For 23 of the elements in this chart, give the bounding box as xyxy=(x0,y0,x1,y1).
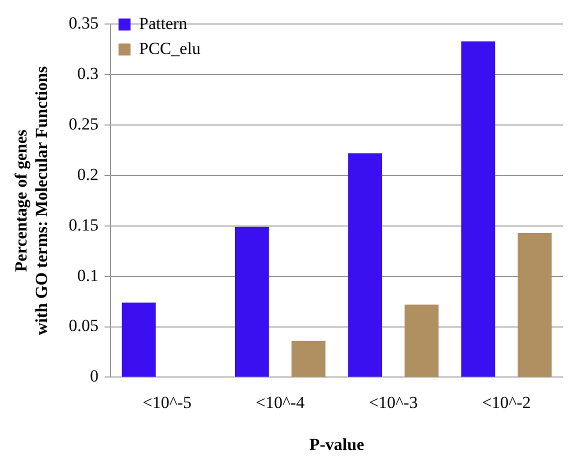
legend-label: Pattern xyxy=(139,14,188,33)
y-tick-label: 0 xyxy=(90,366,99,386)
y-tick-label: 0.35 xyxy=(68,14,99,33)
y-tick-label: 0.05 xyxy=(68,316,99,336)
bar xyxy=(404,304,439,377)
y-tick-label: 0.3 xyxy=(77,64,99,84)
x-tick-label: <10^-3 xyxy=(368,392,418,412)
legend-label: PCC_elu xyxy=(139,38,201,58)
bar xyxy=(348,153,382,377)
bar xyxy=(461,41,496,377)
y-tick-label: 0.1 xyxy=(77,266,99,285)
bar xyxy=(122,302,156,377)
x-tick-label: <10^-4 xyxy=(256,392,306,412)
x-axis-title: P-value xyxy=(309,435,365,454)
x-tick-label: <10^-5 xyxy=(142,392,192,412)
y-tick-label: 0.15 xyxy=(68,215,99,234)
bar xyxy=(518,232,552,377)
y-tick-label: 0.25 xyxy=(68,114,99,134)
y-axis-title: Percentage of genes with GO terms: Molecular Functions xyxy=(12,66,51,336)
y-tick-label: 0.2 xyxy=(77,164,99,184)
bar xyxy=(234,226,269,377)
x-tick-label: <10^-2 xyxy=(482,392,531,412)
bar xyxy=(292,340,326,377)
